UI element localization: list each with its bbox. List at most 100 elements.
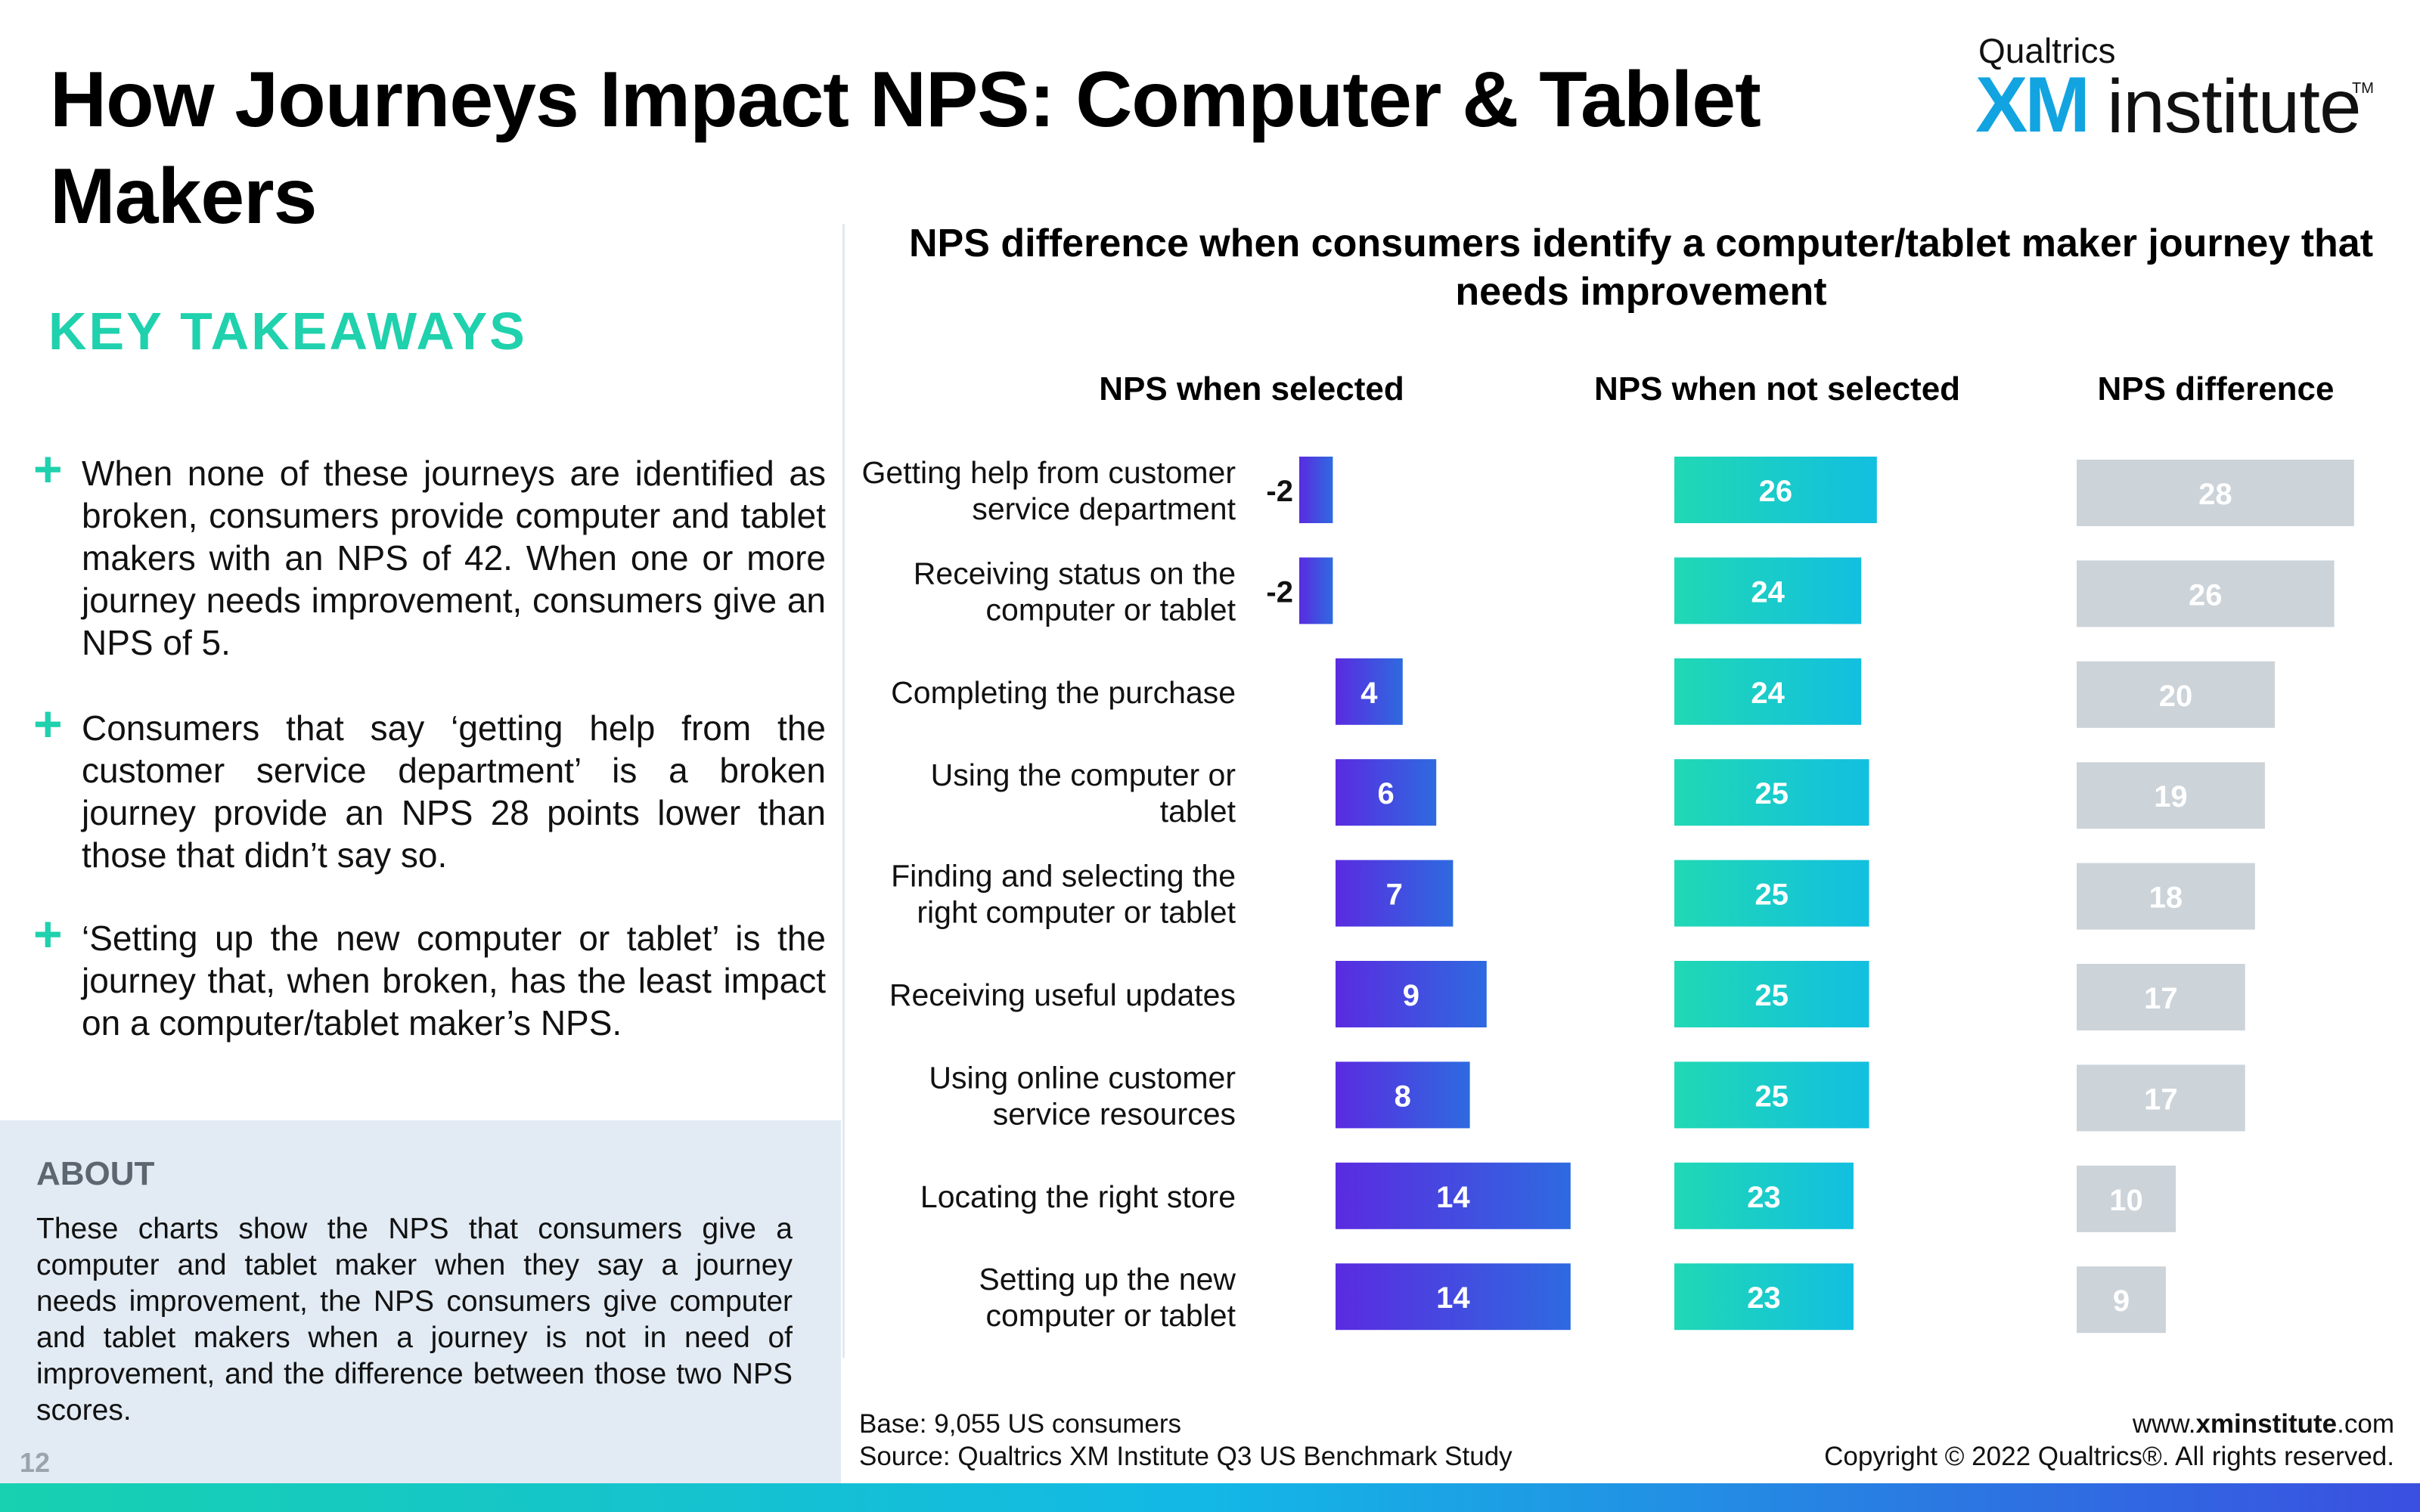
plus-icon: + — [33, 696, 63, 751]
chart-title: NPS difference when consumers identify a… — [908, 222, 2374, 314]
value-label-selected: 6 — [1377, 777, 1394, 810]
value-label-not-selected: 24 — [1751, 575, 1785, 609]
category-label: Completing the purchase — [891, 675, 1236, 710]
bar-difference — [2077, 964, 2245, 1030]
bar-difference — [2077, 460, 2354, 526]
footer-base: Base: 9,055 US consumers — [859, 1409, 1182, 1439]
category-label: Using online customer — [929, 1060, 1236, 1095]
value-label-selected: -2 — [1266, 475, 1293, 508]
bar-difference — [2077, 863, 2255, 930]
value-label-selected: 8 — [1395, 1080, 1411, 1113]
bar-selected — [1336, 759, 1437, 826]
bar-selected — [1336, 860, 1454, 927]
col-head-selected: NPS when selected — [1099, 370, 1404, 407]
value-label-difference: 20 — [2159, 680, 2193, 713]
page-title: How Journeys Impact NPS: Computer & Tabl… — [50, 56, 1761, 240]
brand-gradient-bar — [0, 1483, 2420, 1512]
category-label: Receiving status on the — [914, 556, 1236, 590]
bar-selected — [1336, 1263, 1571, 1331]
value-label-selected: 9 — [1403, 979, 1419, 1012]
value-label-difference: 19 — [2154, 780, 2188, 813]
value-label-not-selected: 25 — [1755, 979, 1789, 1012]
footer-url[interactable]: www.xminstitute.com — [1824, 1408, 2394, 1440]
category-label: computer or tablet — [986, 592, 1236, 627]
about-heading: ABOUT — [36, 1155, 155, 1192]
about-panel: ABOUT These charts show the NPS that con… — [0, 1120, 841, 1483]
category-label: service resources — [993, 1096, 1236, 1131]
category-label: Using the computer or — [931, 758, 1236, 792]
category-label: Finding and selecting the — [891, 859, 1236, 894]
value-label-selected: -2 — [1266, 575, 1293, 609]
value-label-difference: 9 — [2113, 1284, 2130, 1318]
value-label-difference: 10 — [2109, 1184, 2143, 1217]
bar-difference — [2077, 1266, 2166, 1334]
bar-difference — [2077, 1064, 2245, 1132]
category-label: Receiving useful updates — [889, 978, 1236, 1012]
value-label-difference: 28 — [2198, 478, 2232, 511]
takeaways-heading: KEY TAKEAWAYS — [48, 302, 527, 361]
bar-difference — [2077, 560, 2335, 627]
value-label-not-selected: 24 — [1751, 677, 1785, 710]
value-label-not-selected: 25 — [1755, 878, 1789, 912]
bar-selected — [1336, 1162, 1571, 1229]
takeaway-text: When none of these journeys are identifi… — [82, 454, 826, 662]
url-domain: xminstitute — [2195, 1409, 2338, 1439]
value-label-selected: 14 — [1436, 1181, 1470, 1214]
bar-selected — [1336, 658, 1403, 725]
category-label: Getting help from customer — [862, 455, 1236, 490]
value-label-not-selected: 26 — [1759, 475, 1793, 508]
category-label: Locating the right store — [920, 1179, 1236, 1214]
value-label-difference: 26 — [2189, 578, 2223, 612]
takeaway-text: ‘Setting up the new computer or tablet’ … — [82, 919, 826, 1043]
bar-selected — [1336, 961, 1487, 1027]
bar-selected — [1299, 457, 1333, 523]
value-label-not-selected: 25 — [1755, 777, 1789, 810]
value-label-not-selected: 25 — [1755, 1080, 1789, 1113]
bar-not-selected — [1674, 1162, 1854, 1229]
about-text: These charts show the NPS that consumers… — [36, 1213, 793, 1427]
logo-institute: institute — [2107, 64, 2362, 149]
bar-selected — [1336, 1061, 1470, 1129]
url-suffix: .com — [2337, 1409, 2394, 1439]
page-number: 12 — [20, 1447, 51, 1478]
bar-not-selected — [1674, 557, 1862, 624]
value-label-difference: 18 — [2149, 881, 2183, 915]
plus-icon: + — [33, 441, 63, 497]
copyright-text: Copyright © 2022 Qualtrics®. All rights … — [1824, 1442, 2394, 1471]
plus-icon: + — [33, 906, 63, 962]
bar-selected — [1299, 557, 1333, 624]
value-label-difference: 17 — [2144, 1083, 2178, 1116]
col-head-difference: NPS difference — [2097, 370, 2335, 407]
col-head-not-selected: NPS when not selected — [1593, 370, 1961, 407]
value-label-selected: 4 — [1360, 677, 1378, 710]
footer-copyright: www.xminstitute.com Copyright © 2022 Qua… — [1824, 1408, 2394, 1473]
value-label-selected: 7 — [1386, 878, 1403, 912]
category-label: tablet — [1160, 794, 1236, 829]
value-label-difference: 17 — [2144, 982, 2178, 1015]
category-label: right computer or tablet — [917, 895, 1236, 930]
bar-not-selected — [1674, 961, 1869, 1027]
bar-not-selected — [1674, 860, 1869, 927]
bar-not-selected — [1674, 1061, 1869, 1129]
footer-source: Base: 9,055 US consumers Source: Qualtri… — [859, 1408, 1512, 1473]
xm-institute-logo: Qualtrics XM institute TM — [1975, 30, 2374, 151]
value-label-not-selected: 23 — [1747, 1281, 1781, 1315]
footer-source-text: Source: Qualtrics XM Institute Q3 US Ben… — [859, 1442, 1512, 1471]
bar-not-selected — [1674, 457, 1877, 523]
category-label: service department — [972, 491, 1236, 526]
value-label-not-selected: 23 — [1747, 1181, 1781, 1214]
category-label: computer or tablet — [986, 1298, 1236, 1333]
logo-company: Qualtrics — [1978, 31, 2116, 70]
value-label-selected: 14 — [1436, 1281, 1470, 1315]
column-divider — [842, 224, 845, 1358]
category-label: Setting up the new — [979, 1262, 1236, 1297]
bar-not-selected — [1674, 1263, 1854, 1331]
logo-trademark: TM — [2352, 80, 2374, 97]
bar-difference — [2077, 1165, 2176, 1232]
bar-not-selected — [1674, 658, 1862, 725]
takeaway-text: Consumers that say ‘getting help from th… — [82, 708, 826, 875]
logo-xm: XM — [1975, 61, 2090, 149]
bar-difference — [2077, 762, 2265, 829]
bar-difference — [2077, 661, 2275, 728]
